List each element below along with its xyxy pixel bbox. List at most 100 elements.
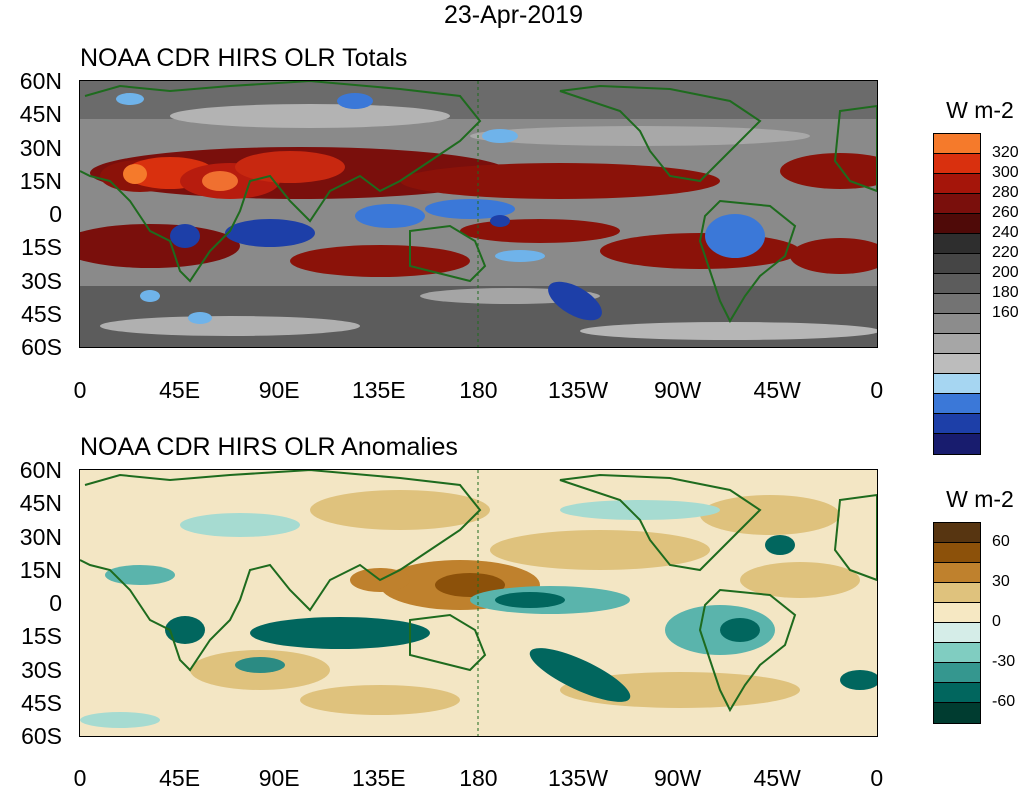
convection xyxy=(337,93,373,109)
cloud-streak xyxy=(580,322,877,340)
lat-label: 0 xyxy=(49,201,62,227)
lon-label: 45E xyxy=(159,765,201,791)
lon-label: 0 xyxy=(870,765,884,791)
colorbar-swatch xyxy=(934,623,980,643)
colorbar-swatch xyxy=(934,154,980,174)
convection xyxy=(140,290,160,302)
lon-label: 90E xyxy=(258,377,300,403)
negative-anomaly xyxy=(560,500,720,520)
lat-label: 30S xyxy=(21,656,62,683)
colorbar-label: 180 xyxy=(992,284,1019,301)
colorbar-label: 240 xyxy=(992,224,1019,241)
colorbar-label: 300 xyxy=(992,164,1019,181)
totals-map-svg xyxy=(80,81,877,347)
lat-label: 30S xyxy=(21,267,62,294)
dry-belt-north xyxy=(400,163,720,199)
positive-anomaly xyxy=(700,495,840,535)
date-title: 23-Apr-2019 xyxy=(444,1,583,29)
colorbar-swatch xyxy=(934,334,980,354)
colorbar-swatch xyxy=(934,374,980,394)
convection xyxy=(495,250,545,262)
lon-label: 90W xyxy=(653,765,702,791)
colorbar-label: -30 xyxy=(992,653,1016,670)
lon-label: 90E xyxy=(258,765,300,791)
colorbar-swatch xyxy=(934,563,980,583)
convection xyxy=(355,204,425,228)
lat-label: 45S xyxy=(21,300,62,327)
negative-anomaly xyxy=(105,565,175,585)
colorbar-swatch xyxy=(934,354,980,374)
negative-anomaly xyxy=(80,712,160,728)
colorbar-label: 60 xyxy=(992,533,1010,550)
positive-anomaly xyxy=(490,530,710,570)
colorbar-label: 160 xyxy=(992,304,1019,321)
lon-label: 0 xyxy=(870,377,884,403)
dry-belt-south xyxy=(290,245,470,277)
lat-label: 45N xyxy=(19,490,62,517)
colorbar-label: 260 xyxy=(992,204,1019,221)
colorbar-swatch xyxy=(934,543,980,563)
colorbar-swatch xyxy=(934,414,980,434)
coastlines xyxy=(80,81,877,324)
convection xyxy=(188,312,212,324)
lat-label: 45N xyxy=(19,101,62,128)
anomalies-map xyxy=(80,470,877,736)
lon-label: 90W xyxy=(653,377,702,403)
negative-anomaly xyxy=(180,513,300,537)
colorbar-label: 200 xyxy=(992,264,1019,281)
lon-label: 135W xyxy=(547,765,609,791)
anomalies-units-label: W m-2 xyxy=(946,486,1014,512)
colorbar-swatch xyxy=(934,683,980,703)
anomalies-panel-title: NOAA CDR HIRS OLR Anomalies xyxy=(80,433,458,461)
colorbar-swatch xyxy=(934,394,980,414)
colorbar-swatch xyxy=(934,603,980,623)
colorbar-swatch xyxy=(934,274,980,294)
lon-label: 135E xyxy=(351,765,406,791)
colorbar-label: 220 xyxy=(992,244,1019,261)
convection xyxy=(705,214,765,258)
hot-core xyxy=(123,164,147,184)
convection xyxy=(490,215,510,227)
totals-map xyxy=(80,81,877,347)
convection xyxy=(548,281,602,321)
colorbar-swatch xyxy=(934,583,980,603)
colorbar-label: -60 xyxy=(992,693,1016,710)
colorbar-swatch xyxy=(934,663,980,683)
cloud-streak xyxy=(470,126,810,146)
convection xyxy=(425,199,515,219)
negative-anomaly xyxy=(250,617,430,649)
positive-anomaly xyxy=(300,685,460,715)
colorbar-swatch xyxy=(934,703,980,723)
lat-label: 0 xyxy=(49,590,62,616)
lon-label: 0 xyxy=(73,765,87,791)
lon-label: 45E xyxy=(159,377,201,403)
lon-label: 45W xyxy=(753,377,801,403)
lat-label: 60S xyxy=(21,334,62,360)
negative-anomaly xyxy=(529,648,631,702)
dry-belt-north xyxy=(780,153,877,189)
negative-anomaly xyxy=(235,657,285,673)
colorbar-swatch xyxy=(934,214,980,234)
colorbar-label: 320 xyxy=(992,144,1019,161)
lat-label: 60S xyxy=(21,723,62,749)
hot-core xyxy=(202,171,238,191)
coastlines xyxy=(80,470,877,713)
colorbar-swatch xyxy=(934,254,980,274)
positive-anomaly xyxy=(740,562,860,598)
anomalies-map-svg xyxy=(80,470,877,736)
cloud-streak xyxy=(170,104,450,128)
lat-label: 30N xyxy=(19,523,62,550)
totals-panel-title: NOAA CDR HIRS OLR Totals xyxy=(80,44,408,72)
lat-label: 15N xyxy=(19,556,62,583)
lon-label: 45W xyxy=(753,765,801,791)
convection xyxy=(116,93,144,105)
colorbar-label: 0 xyxy=(992,613,1001,630)
lat-label: 15S xyxy=(21,234,62,261)
colorbar-swatch xyxy=(934,314,980,334)
negative-anomaly xyxy=(165,616,205,644)
convection xyxy=(170,224,200,248)
colorbar-swatch xyxy=(934,234,980,254)
lon-label: 180 xyxy=(459,765,498,791)
negative-anomaly xyxy=(840,670,877,690)
totals-colorbar xyxy=(933,133,981,455)
